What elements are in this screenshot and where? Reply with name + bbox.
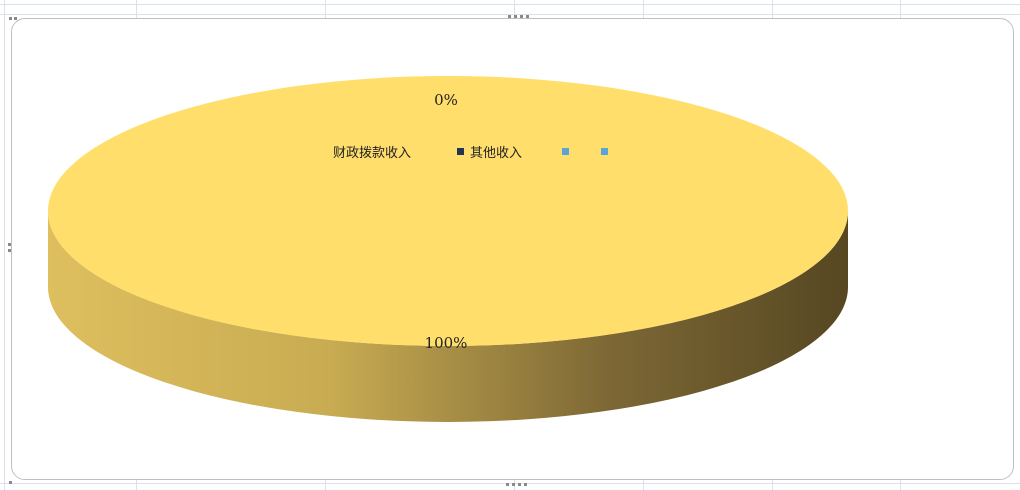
resize-handle-top-mid-2[interactable]	[514, 15, 517, 18]
resize-handle-bottom-mid-4[interactable]	[524, 483, 527, 486]
resize-handle-left-mid[interactable]	[8, 243, 11, 246]
data-label-main: 100%	[425, 334, 468, 352]
resize-handle-top-left-2[interactable]	[14, 17, 17, 20]
data-label-other: 0%	[434, 91, 458, 109]
pie-side-wall	[48, 211, 848, 422]
legend-label-1: 其他收入	[470, 146, 522, 161]
resize-handle-bottom-mid-2[interactable]	[512, 483, 515, 486]
resize-handle-top-mid-4[interactable]	[526, 15, 529, 18]
resize-handle-bottom-mid-3[interactable]	[518, 483, 521, 486]
legend-swatch-3	[601, 148, 608, 155]
legend-swatch-2	[562, 148, 569, 155]
legend: 财政拨款收入 其他收入	[333, 146, 608, 161]
resize-handle-top-mid-3[interactable]	[520, 15, 523, 18]
resize-handle-left-mid-2[interactable]	[8, 249, 11, 252]
resize-handle-bottom-mid[interactable]	[506, 483, 509, 486]
resize-handle-top-mid[interactable]	[508, 15, 511, 18]
legend-swatch-1	[457, 148, 464, 155]
legend-label-0: 财政拨款收入	[333, 146, 411, 161]
resize-handle-bottom-left[interactable]	[9, 481, 12, 484]
resize-handle-top-left[interactable]	[9, 17, 12, 20]
pie-slice-0	[48, 76, 848, 346]
